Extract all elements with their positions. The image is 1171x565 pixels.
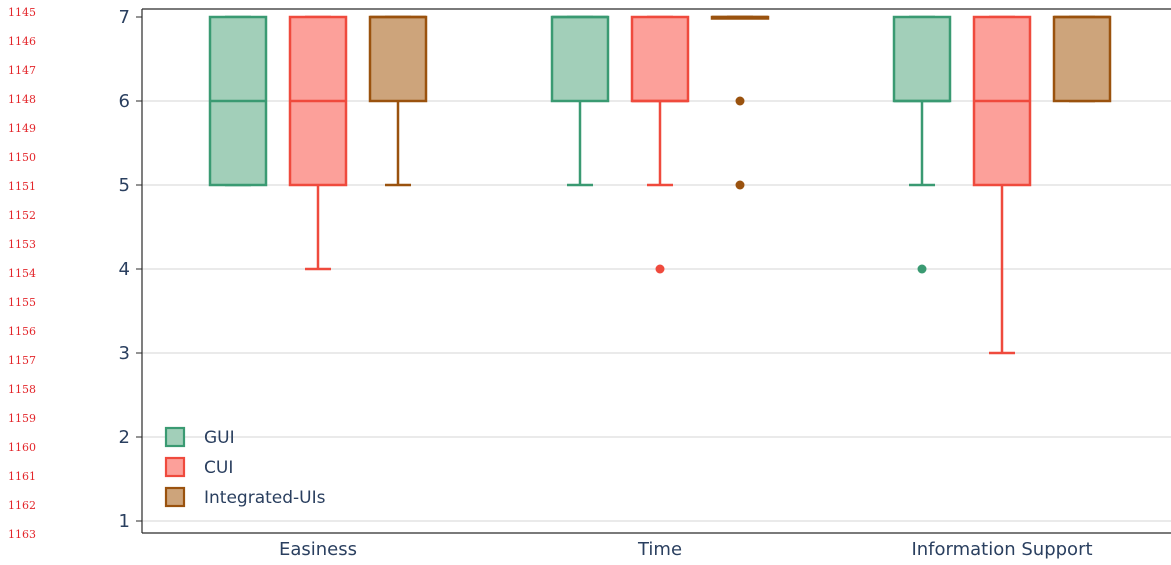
line-number: 1162 (8, 499, 36, 512)
line-number: 1157 (8, 354, 36, 367)
box-integrated-uis-1 (368, 15, 428, 187)
line-number: 1155 (8, 296, 36, 309)
box-body (550, 15, 610, 103)
legend-swatch (164, 426, 186, 448)
axes (141, 8, 1171, 534)
box-body (368, 15, 428, 103)
box-body (1052, 15, 1112, 103)
box-cui-2 (630, 15, 690, 274)
box-body (892, 15, 952, 103)
legend-item-cui[interactable]: CUI (164, 456, 233, 478)
box-gui-2 (550, 15, 610, 187)
line-number: 1146 (8, 35, 36, 48)
line-number: 1148 (8, 93, 36, 106)
x-tick-label: Time (637, 539, 682, 560)
line-number: 1163 (8, 528, 36, 541)
legend-label: Integrated-UIs (204, 488, 326, 508)
line-number: 1158 (8, 383, 36, 396)
box-gui-1 (208, 15, 268, 187)
line-number: 1153 (8, 238, 36, 251)
box-cui-3 (972, 15, 1032, 355)
line-number: 1149 (8, 122, 36, 135)
line-number: 1160 (8, 441, 36, 454)
outlier-point (735, 96, 745, 106)
legend-swatch (164, 486, 186, 508)
legend-item-gui[interactable]: GUI (164, 426, 235, 448)
line-number: 1161 (8, 470, 36, 483)
line-number: 1152 (8, 209, 36, 222)
box-body (630, 15, 690, 103)
line-number: 1154 (8, 267, 36, 280)
x-tick-label: Information Support (911, 539, 1092, 560)
line-number: 1159 (8, 412, 36, 425)
line-number: 1150 (8, 151, 36, 164)
box-cui-1 (288, 15, 348, 271)
line-number-gutter: 1145 1146 1147 1148 1149 1150 1151 1152 1153 1154… (0, 0, 48, 565)
box-integrated-uis-3 (1052, 15, 1112, 103)
y-tick-label: 4 (119, 259, 130, 280)
legend: GUI CUI Integrated-UIs (164, 426, 326, 508)
legend-label: CUI (204, 458, 233, 478)
boxes (208, 15, 1112, 355)
y-tick-label: 5 (119, 175, 130, 196)
box-gui-3 (892, 15, 952, 274)
legend-item-integrated-uis[interactable]: Integrated-UIs (164, 486, 326, 508)
y-tick-label: 7 (119, 7, 130, 28)
y-tick-label: 2 (119, 427, 130, 448)
line-number: 1151 (8, 180, 36, 193)
line-number: 1145 (8, 6, 36, 19)
outlier-point (917, 264, 927, 274)
line-number: 1147 (8, 64, 36, 77)
y-tick-label: 1 (119, 511, 130, 532)
x-tick-labels: Easiness Time Information Support (279, 539, 1093, 560)
outlier-point (735, 180, 745, 190)
outlier-point (655, 264, 665, 274)
box-integrated-uis-2 (710, 15, 770, 190)
legend-label: GUI (204, 428, 235, 448)
line-number: 1156 (8, 325, 36, 338)
legend-swatch (164, 456, 186, 478)
x-tick-label: Easiness (279, 539, 357, 560)
y-tick-labels: 1 2 3 4 5 6 7 (119, 7, 142, 532)
y-tick-label: 3 (119, 343, 130, 364)
y-tick-label: 6 (119, 91, 130, 112)
